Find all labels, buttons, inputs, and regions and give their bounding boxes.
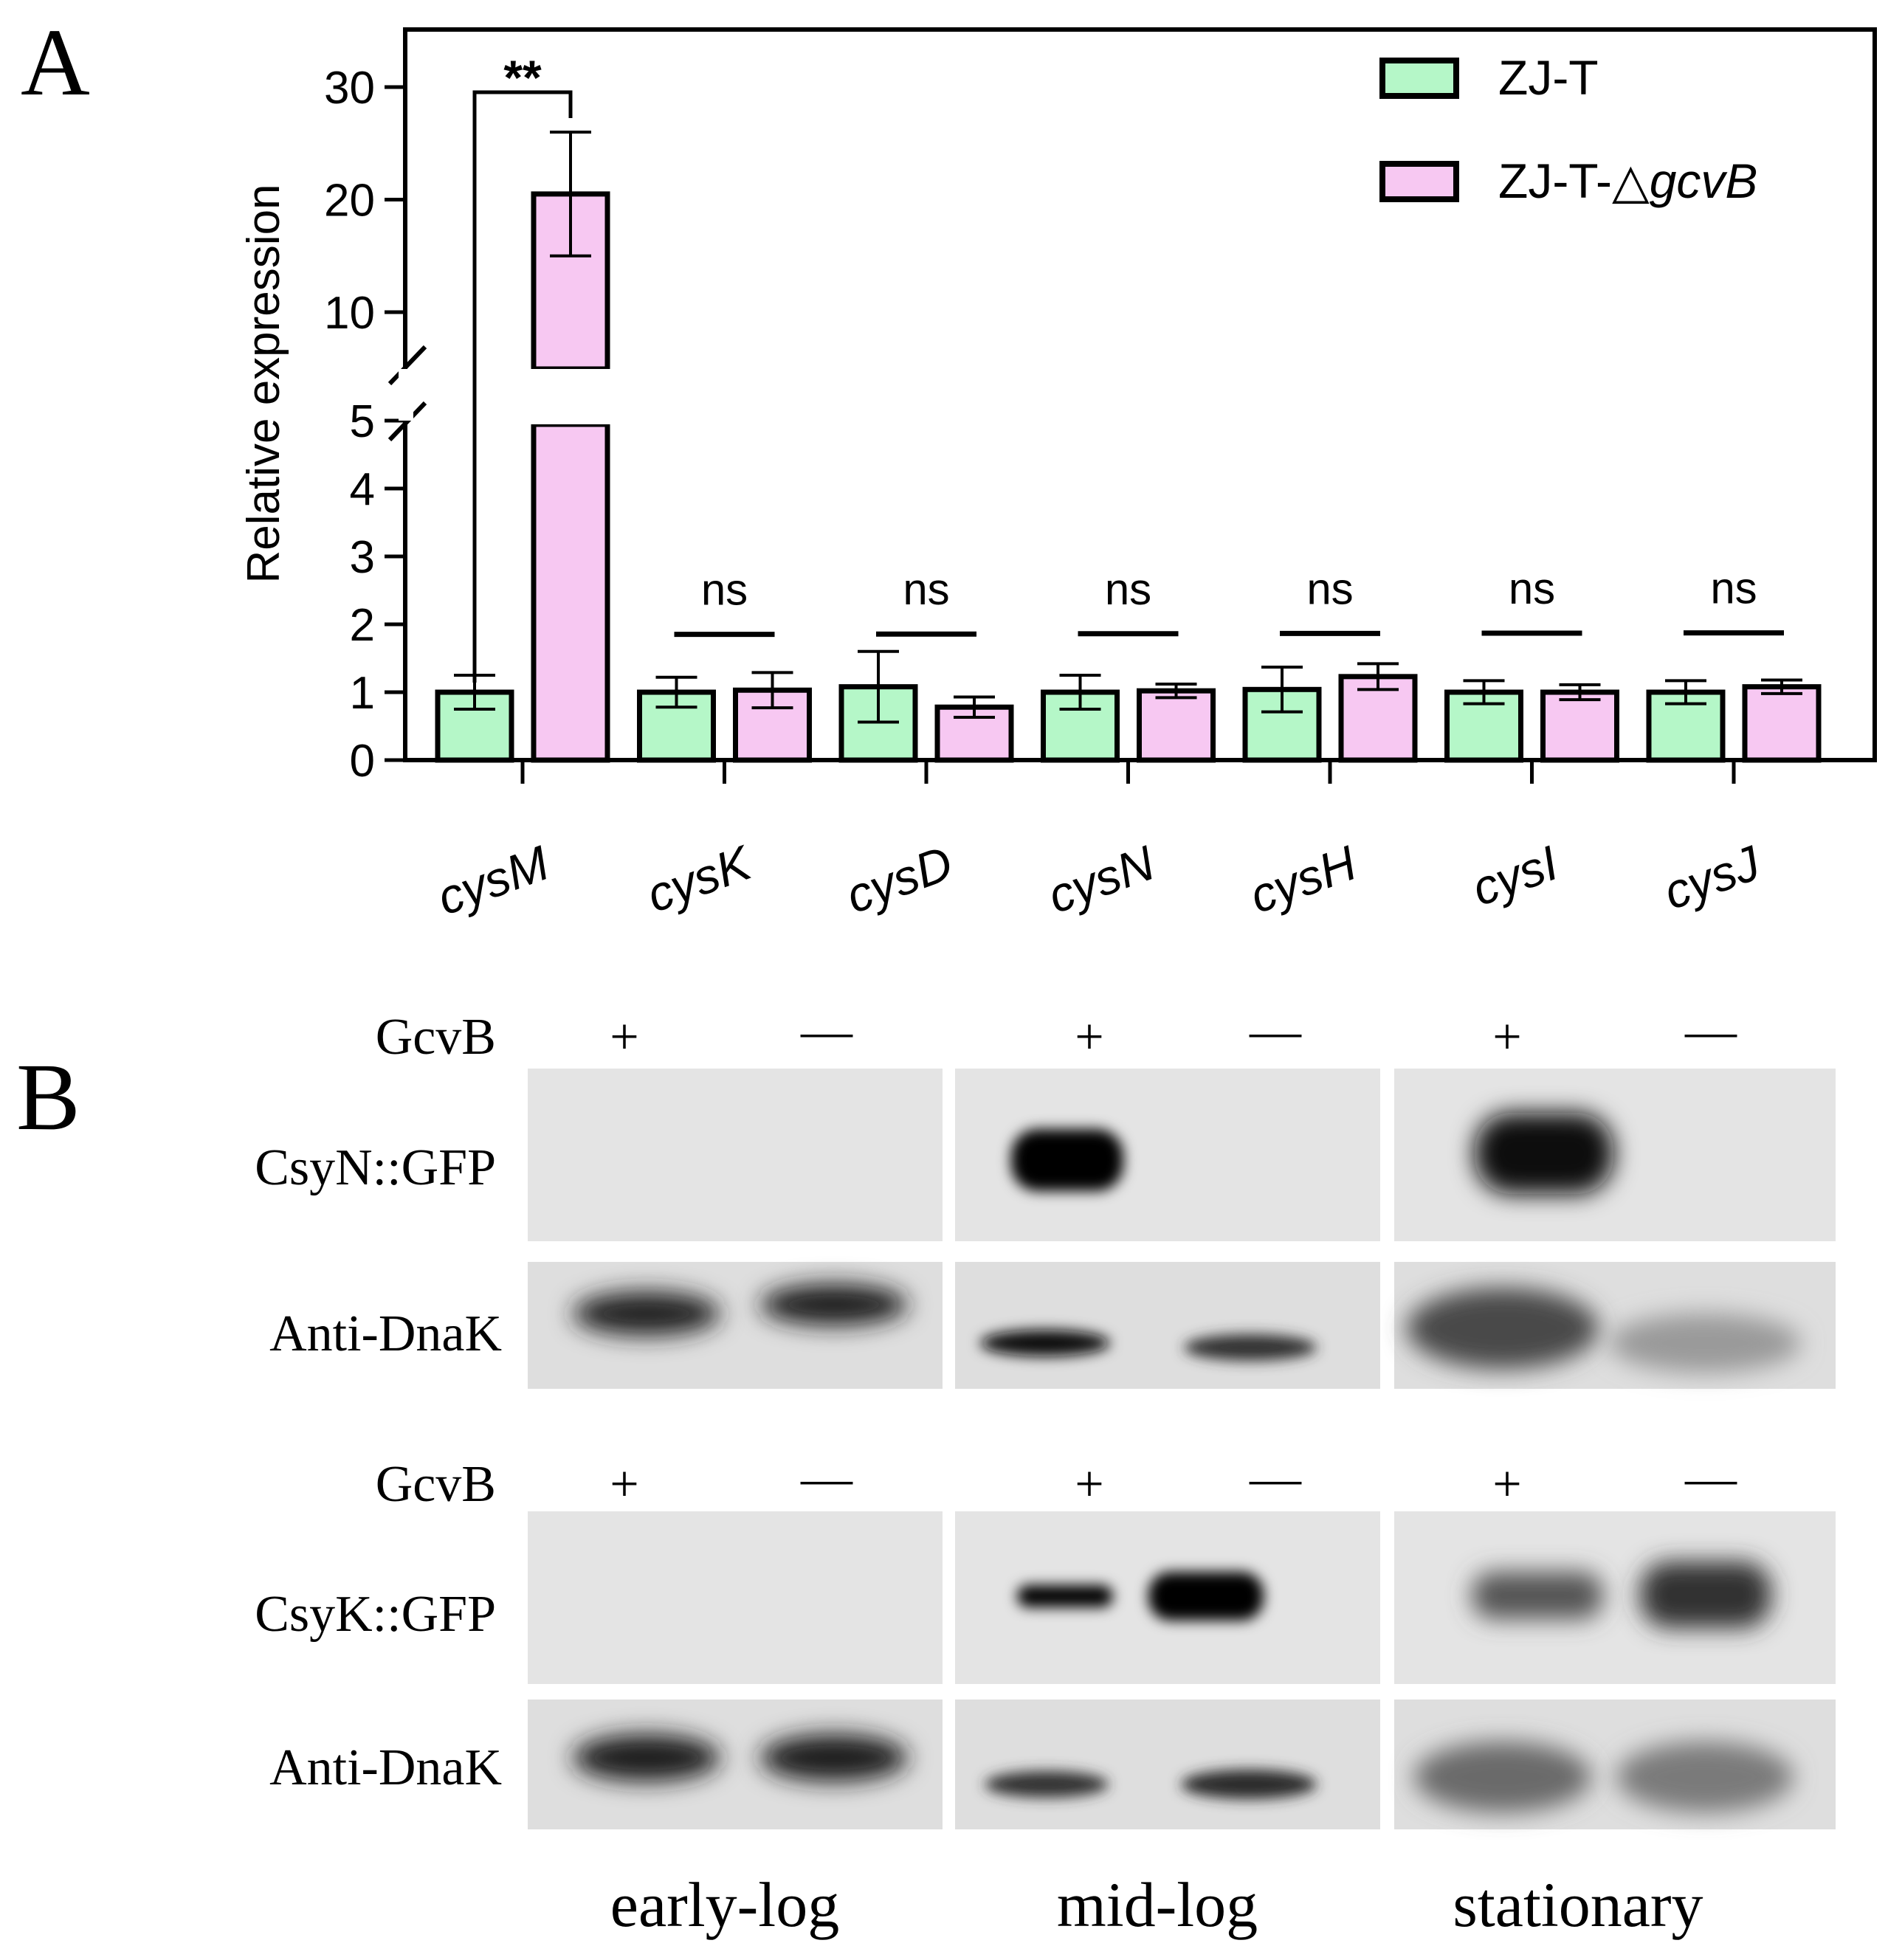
sign-top-6: — [1684, 1003, 1737, 1060]
gcvb-label-top: GcvB [376, 1009, 496, 1066]
csyn-gfp-label: CsyN::GFP [255, 1139, 496, 1196]
band-csyk-stat-plus [1472, 1572, 1603, 1619]
sign-top-2: — [800, 1003, 853, 1060]
sign-bottom-3: + [1075, 1456, 1103, 1513]
dnak-label-top: Anti-DnaK [269, 1305, 502, 1362]
significance-label: ns [903, 565, 949, 614]
x-tick-label: cysN [1041, 835, 1161, 924]
bar-chart: 0 1 2 3 4 5 10 20 30 ** ns ns ns ns ns ns cysM cysK cysD… [238, 27, 1877, 925]
band-csyk-stat-minus [1640, 1562, 1771, 1628]
axis-break-mark [387, 345, 427, 386]
legend: ZJ-T ZJ-T-△gcvB [1379, 50, 1757, 208]
x-tick-label: cysI [1465, 835, 1565, 917]
significance-label: ** [503, 50, 542, 105]
x-tick-label: cysK [640, 835, 760, 922]
band-dnak1-stat-plus [1407, 1288, 1599, 1369]
legend-swatch-zj-t [1379, 58, 1459, 99]
legend-swatch-zj-t-gcvb [1379, 161, 1459, 202]
y-tick-label: 0 [350, 736, 375, 787]
y-tick-label: 30 [324, 63, 375, 114]
error-bars [454, 131, 1802, 724]
blot-csyn-early [528, 1069, 943, 1241]
axis-break-mark [387, 401, 427, 442]
band-dnak1-mid-plus [980, 1330, 1110, 1356]
sign-bottom-5: + [1492, 1456, 1521, 1513]
band-csyn-stat-plus [1475, 1113, 1613, 1194]
significance-markers: ** ns ns ns ns ns ns [472, 50, 1784, 683]
blot-csyk-early [528, 1511, 943, 1684]
phase-label-early-log: early-log [610, 1869, 839, 1940]
band-dnak2-mid-minus [1181, 1770, 1317, 1799]
blot-dnak2-mid [955, 1700, 1380, 1829]
y-tick-label: 4 [350, 464, 375, 515]
significance-label: ns [1306, 564, 1353, 613]
panel-b-label: B [16, 1044, 80, 1150]
panel-a-label: A [21, 10, 90, 116]
sign-bottom-4: — [1249, 1450, 1302, 1507]
y-tick-label: 2 [350, 600, 375, 651]
legend-label-zj-t-gcvb: ZJ-T-△gcvB [1498, 153, 1757, 208]
sign-top-3: + [1075, 1009, 1103, 1066]
y-axis-label: Relative expression [238, 184, 289, 583]
y-tick-label: 20 [324, 176, 375, 227]
y-tick-label: 1 [350, 668, 375, 719]
band-dnak1-stat-minus [1609, 1314, 1801, 1373]
y-tick-label: 10 [324, 288, 375, 339]
x-tick-label: cysM [430, 835, 556, 925]
bar [1742, 684, 1822, 763]
axis-break-gap [399, 369, 413, 421]
band-csyk-mid-plus [1017, 1585, 1113, 1607]
axes: 0 1 2 3 4 5 10 20 30 [324, 63, 1736, 787]
y-tick-label: 3 [350, 532, 375, 583]
band-dnak2-stat-minus [1616, 1742, 1794, 1812]
blot-dnak1-mid [955, 1262, 1380, 1389]
sign-top-4: — [1249, 1003, 1302, 1060]
x-tick-label: cysH [1243, 835, 1363, 924]
band-dnak1-mid-minus [1184, 1334, 1317, 1361]
band-csyk-mid-minus [1148, 1572, 1264, 1621]
band-dnak2-early-plus [573, 1734, 720, 1781]
sign-bottom-1: + [610, 1456, 638, 1513]
x-tick-label: cysJ [1656, 835, 1767, 919]
plot-frame [403, 27, 1877, 762]
band-dnak2-mid-plus [985, 1771, 1109, 1798]
band-dnak1-early-minus [760, 1284, 908, 1325]
x-tick-labels: cysM cysK cysD cysN cysH cysI cysJ [430, 835, 1768, 925]
bar [1137, 688, 1216, 763]
significance-label: ns [1710, 564, 1757, 613]
bar-break-gap [529, 369, 612, 424]
sign-top-5: + [1492, 1009, 1521, 1066]
band-csyn-mid-plus [1011, 1129, 1123, 1191]
significance-label: ns [1509, 564, 1555, 613]
legend-label-zj-t: ZJ-T [1498, 50, 1599, 105]
sign-top-1: + [610, 1009, 638, 1066]
significance-bracket [472, 90, 573, 683]
gcvb-label-bottom: GcvB [376, 1456, 496, 1513]
significance-label: ns [1105, 565, 1151, 614]
sign-bottom-6: — [1684, 1450, 1737, 1507]
western-blots: GcvB + — + — + — CsyN::GFP Anti-DnaK Gcv… [255, 1003, 1836, 1940]
bar [531, 421, 610, 763]
dnak-label-bottom: Anti-DnaK [269, 1739, 502, 1796]
band-dnak2-stat-plus [1414, 1742, 1591, 1812]
bars [435, 191, 1822, 763]
y-tick-label: 5 [350, 396, 375, 447]
x-tick-label: cysD [839, 835, 959, 924]
csyk-gfp-label: CsyK::GFP [255, 1586, 496, 1643]
significance-label: ns [701, 565, 748, 615]
bar [1540, 689, 1619, 763]
band-dnak2-early-minus [760, 1734, 908, 1781]
sign-bottom-2: — [800, 1450, 853, 1507]
blot-csyn-stat [1394, 1069, 1836, 1241]
phase-label-stationary: stationary [1453, 1869, 1703, 1940]
band-dnak1-early-plus [573, 1291, 720, 1336]
phase-label-mid-log: mid-log [1057, 1869, 1258, 1940]
